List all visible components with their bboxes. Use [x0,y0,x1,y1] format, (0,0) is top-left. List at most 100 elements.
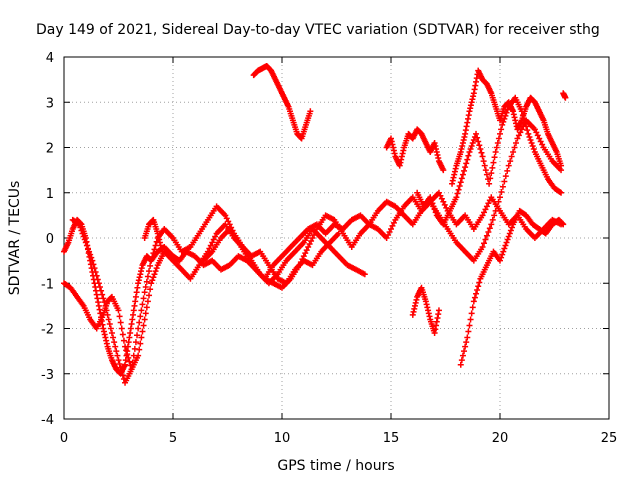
data-point [103,307,110,314]
data-point [388,225,394,232]
y-tick-label: -2 [41,323,54,338]
data-point [522,119,529,126]
data-point [94,276,101,283]
data-series [457,207,567,368]
data-point [207,242,214,249]
data-point [113,348,120,355]
data-point [102,302,109,309]
data-point [82,239,89,246]
y-tick-label: 1 [46,187,54,202]
data-point [210,236,217,243]
data-point [146,292,153,299]
data-point [116,313,123,320]
data-point [469,304,476,311]
data-point [429,200,436,207]
data-point [115,307,122,314]
data-point [479,244,486,251]
data-point [486,225,493,232]
data-point [106,320,113,327]
data-point [225,218,232,225]
data-point [469,139,476,146]
data-series [409,284,442,337]
chart-title: Day 149 of 2021, Sidereal Day-to-day VTE… [36,22,600,38]
data-point [430,203,437,210]
data-point [435,189,442,196]
data-point [223,215,230,222]
data-point [389,222,396,229]
data-point [454,190,461,197]
data-point [132,339,139,346]
data-point [148,257,155,264]
data-point [505,162,512,169]
data-point [383,235,390,241]
data-point [507,158,514,165]
data-point [491,212,498,219]
data-point [505,233,512,240]
x-tick-label: 10 [274,431,291,446]
data-series [560,90,569,101]
data-point [473,290,480,297]
data-point [471,294,478,301]
data-point [476,142,483,149]
data-point [479,212,486,219]
data-point [122,343,129,350]
data-point [459,171,466,178]
data-point [462,343,469,350]
data-point [468,310,475,317]
data-point [77,224,84,231]
data-point [116,360,123,367]
data-point [482,167,489,174]
data-point [495,135,502,142]
data-point [128,366,135,373]
data-point [523,123,530,130]
data-point [142,284,149,291]
data-point [117,364,124,371]
data-point [141,289,148,296]
data-point [427,194,434,201]
data-point [90,261,97,268]
data-point [440,198,447,205]
data-points [61,63,569,386]
data-point [458,175,465,182]
data-point [150,250,157,257]
data-point [149,277,156,284]
x-tick-label: 25 [601,431,618,446]
y-tick-label: 0 [46,232,54,247]
data-point [485,200,492,207]
data-point [130,352,137,359]
x-tick-label: 20 [492,431,509,446]
x-tick-label: 15 [383,431,400,446]
data-point [309,235,316,241]
data-point [131,345,138,352]
data-point [129,359,136,366]
data-point [483,171,490,178]
data-point [140,295,147,302]
data-point [492,207,499,214]
data-point [491,154,498,161]
y-tick-label: -1 [41,277,54,292]
data-point [479,153,486,160]
data-point [206,245,213,252]
data-point [305,244,312,251]
data-series [250,63,314,142]
data-point [508,224,515,231]
data-point [501,115,508,122]
data-point [488,221,495,228]
data-series [141,216,166,255]
x-tick-label: 0 [60,431,68,446]
y-axis-label: SDTVAR / TECUs [7,181,23,296]
data-point [307,108,314,115]
data-point [558,162,565,169]
data-point [466,149,473,156]
data-point [92,268,99,275]
data-point [438,195,445,202]
data-series [69,203,342,386]
data-point [222,212,229,219]
data-point [386,228,393,235]
data-point [101,299,108,306]
axis-ticks: 0 5 10 15 20 25 -4 -3 -2 -1 0 1 2 3 4 [41,51,617,446]
data-point [508,153,515,160]
data-point [562,94,569,101]
data-point [481,162,488,169]
